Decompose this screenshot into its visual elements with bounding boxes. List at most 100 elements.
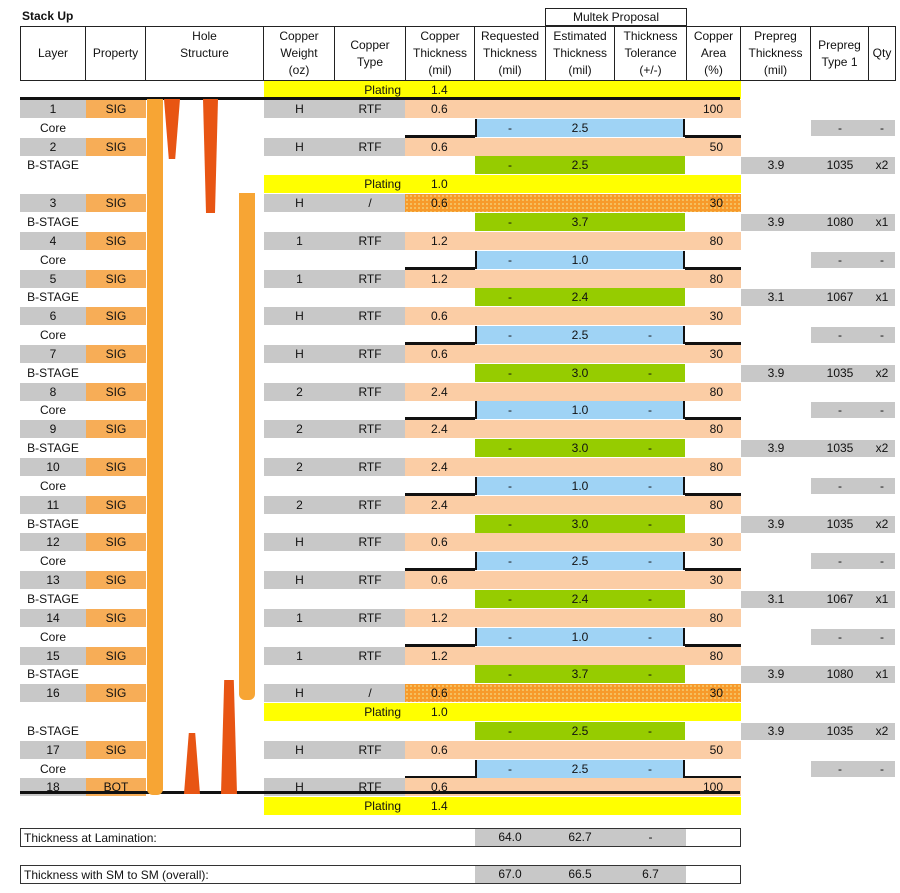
buried-via	[239, 193, 255, 700]
layer-number: 6	[20, 307, 86, 325]
bstage-estimated: 2.5	[571, 724, 589, 738]
bstage-label: B-STAGE	[27, 667, 79, 681]
copper-thickness: 2.4	[405, 458, 741, 476]
layer-property: SIG	[86, 383, 146, 401]
copper-thickness: 0.6	[405, 307, 741, 325]
copper-type: RTF	[335, 307, 405, 325]
core-line-right	[685, 267, 741, 270]
bstage-tolerance: -	[648, 441, 652, 455]
bstage-tolerance: -	[648, 366, 652, 380]
header-layer: Layer	[20, 26, 86, 81]
prepreg-qty: x1	[869, 214, 895, 231]
core-qty: -	[869, 252, 895, 268]
core-tolerance: -	[648, 328, 652, 342]
plating-label: Plating	[264, 703, 405, 721]
copper-type: /	[335, 194, 405, 212]
prepreg-type: 1080	[811, 214, 869, 231]
copper-type: RTF	[335, 571, 405, 589]
core-band	[475, 628, 685, 646]
core-tolerance: -	[648, 479, 652, 493]
bstage-label: B-STAGE	[27, 592, 79, 606]
blind-via-bottom-17-18	[184, 733, 200, 794]
copper-type: RTF	[335, 609, 405, 627]
bstage-requested: -	[508, 366, 512, 380]
layer-number: 8	[20, 383, 86, 401]
core-requested: -	[508, 630, 512, 644]
core-qty: -	[869, 478, 895, 494]
core-prepreg-type: -	[811, 402, 869, 418]
header-copper-type: Copper Type	[334, 26, 406, 81]
core-requested: -	[508, 403, 512, 417]
copper-type: RTF	[335, 420, 405, 438]
core-prepreg-type: -	[811, 327, 869, 343]
copper-weight: 1	[264, 609, 335, 627]
prepreg-type: 1067	[811, 591, 869, 608]
bstage-tolerance	[615, 213, 685, 231]
bstage-estimated: 3.7	[571, 215, 589, 229]
through-hole-via	[147, 99, 163, 795]
core-tolerance: -	[648, 762, 652, 776]
prepreg-qty: x2	[869, 157, 895, 174]
core-line-left	[405, 776, 475, 779]
core-line-left	[405, 568, 475, 571]
copper-weight: H	[264, 571, 335, 589]
core-line-right	[685, 493, 741, 496]
layer-number: 11	[20, 496, 86, 514]
bstage-requested: -	[508, 215, 512, 229]
core-estimated: 1.0	[571, 403, 589, 417]
core-band	[475, 760, 685, 778]
copper-type: RTF	[335, 496, 405, 514]
layer-number: 15	[20, 647, 86, 665]
core-line-right	[685, 776, 741, 779]
prepreg-thickness: 3.1	[741, 289, 811, 306]
bstage-estimated: 2.4	[571, 290, 589, 304]
core-requested: -	[508, 328, 512, 342]
prepreg-qty: x2	[869, 516, 895, 533]
header-qty: Qty	[868, 26, 896, 81]
layer-number: 13	[20, 571, 86, 589]
header-prepreg-type: Prepreg Type 1	[810, 26, 869, 81]
core-line-right	[685, 135, 741, 138]
core-band	[475, 477, 685, 495]
plating-thickness: 1.4	[405, 81, 741, 99]
layer-property: SIG	[86, 571, 146, 589]
core-requested: -	[508, 479, 512, 493]
copper-area: 30	[709, 347, 723, 361]
summary-overall-row: Thickness with SM to SM (overall):	[20, 865, 741, 884]
layer-property: SIG	[86, 420, 146, 438]
core-requested: -	[508, 554, 512, 568]
core-prepreg-type: -	[811, 478, 869, 494]
layer-property: SIG	[86, 194, 146, 212]
header-copper-thickness: Copper Thickness (mil)	[405, 26, 475, 81]
copper-thickness: 1.2	[405, 232, 741, 250]
copper-thickness: 0.6	[405, 138, 741, 156]
copper-weight: H	[264, 138, 335, 156]
bstage-label: B-STAGE	[27, 441, 79, 455]
copper-thickness: 0.6	[405, 741, 741, 759]
core-line-left	[405, 267, 475, 270]
bstage-band	[475, 364, 685, 382]
bstage-label: B-STAGE	[27, 158, 79, 172]
header-thickness-tolerance: Thickness Tolerance (+/-)	[614, 26, 687, 81]
core-qty: -	[869, 327, 895, 343]
copper-type: RTF	[335, 741, 405, 759]
copper-thickness: 2.4	[405, 383, 741, 401]
copper-thickness: 0.6	[405, 100, 741, 118]
copper-area: 30	[709, 573, 723, 587]
layer-property: SIG	[86, 609, 146, 627]
layer-number: 2	[20, 138, 86, 156]
core-tolerance: -	[648, 630, 652, 644]
layer-property: SIG	[86, 496, 146, 514]
layer-number: 9	[20, 420, 86, 438]
copper-thickness: 2.4	[405, 496, 741, 514]
copper-weight: 2	[264, 496, 335, 514]
prepreg-type: 1035	[811, 516, 869, 533]
core-tolerance	[615, 251, 685, 269]
bstage-estimated: 2.5	[571, 158, 589, 172]
bstage-band	[475, 156, 685, 174]
core-label: Core	[39, 328, 66, 342]
bstage-band	[475, 515, 685, 533]
core-estimated: 2.5	[571, 328, 589, 342]
header-prepreg-thickness: Prepreg Thickness (mil)	[740, 26, 811, 81]
header-property: Property	[85, 26, 146, 81]
